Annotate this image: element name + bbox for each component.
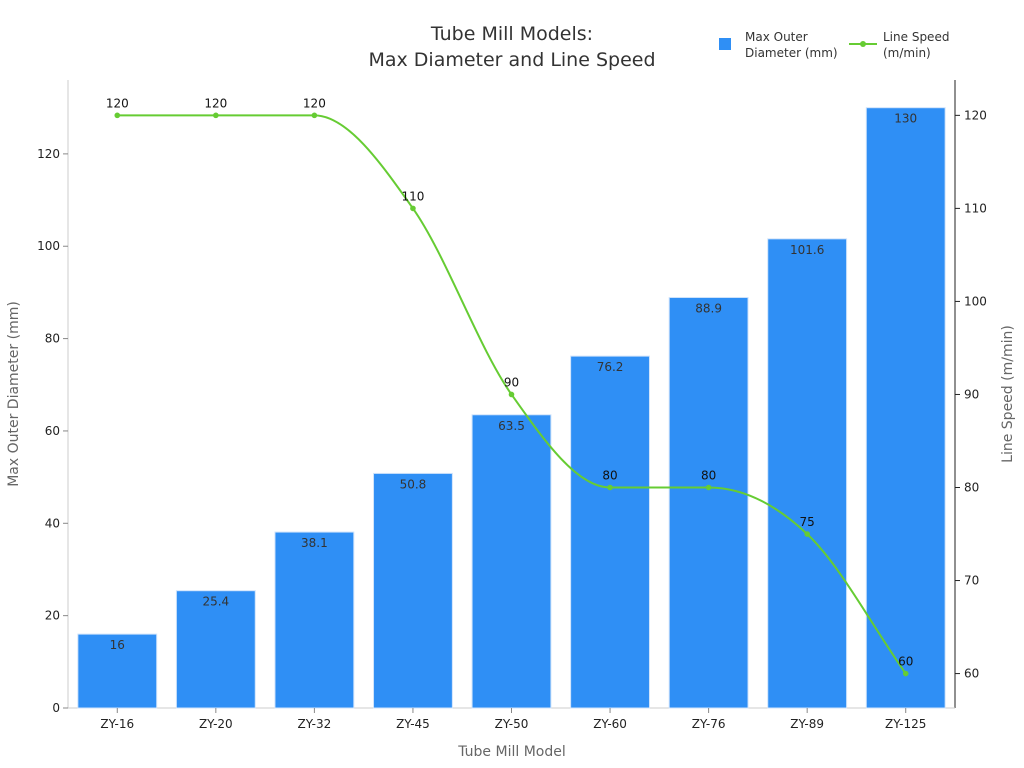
left-tick-label: 40 (45, 516, 60, 530)
bar (175, 590, 256, 709)
right-tick-label: 70 (964, 574, 979, 588)
x-tick-label: ZY-89 (790, 717, 824, 731)
bar-value-label: 130 (894, 112, 917, 126)
x-tick-label: ZY-16 (100, 717, 134, 731)
legend: Max Outer Diameter (mm) Line Speed (m/mi… (719, 30, 949, 60)
line-point (705, 484, 712, 491)
legend-label-line-line-2: (m/min) (883, 46, 931, 60)
x-tick-label: ZY-50 (495, 717, 529, 731)
left-tick-label: 80 (45, 332, 60, 346)
right-tick-label: 60 (964, 667, 979, 681)
bar-value-label: 88.9 (695, 301, 722, 315)
bar (274, 531, 355, 709)
bar-value-label: 50.8 (400, 477, 427, 491)
x-axis-title: Tube Mill Model (457, 744, 565, 760)
line-point (213, 112, 219, 119)
legend-label-bar-line-1: Max Outer (745, 30, 808, 44)
line-value-label: 90 (504, 375, 519, 389)
line-point (114, 112, 121, 119)
left-tick-label: 20 (45, 609, 60, 623)
left-axis-title: Max Outer Diameter (mm) (6, 301, 22, 487)
left-tick-label: 60 (45, 424, 60, 438)
right-tick-label: 80 (964, 481, 979, 495)
right-tick-label: 120 (964, 108, 987, 122)
line-point (607, 484, 613, 491)
chart-title: Tube Mill Models: Max Diameter and Line … (368, 23, 655, 71)
x-tick-label: ZY-60 (593, 717, 627, 731)
line-value-label: 110 (401, 189, 424, 203)
line-point (311, 112, 318, 119)
bar-value-label: 38.1 (301, 536, 328, 550)
line-point (902, 670, 909, 677)
line-value-label: 60 (898, 655, 913, 669)
line-point (410, 205, 416, 212)
right-axis-title: Line Speed (m/min) (1000, 325, 1016, 463)
bar-value-label: 16 (110, 638, 125, 652)
x-tick-label: ZY-125 (885, 717, 926, 731)
x-tick-label: ZY-45 (396, 717, 430, 731)
line-value-label: 75 (800, 515, 815, 529)
right-tick-label: 110 (964, 201, 987, 215)
bar-value-label: 76.2 (597, 360, 624, 374)
bar-value-label: 25.4 (202, 595, 229, 609)
line-point (508, 391, 515, 398)
bar (77, 633, 158, 709)
bar (471, 414, 552, 709)
x-tick-label: ZY-76 (692, 717, 726, 731)
right-tick-label: 100 (964, 294, 987, 308)
bar-series: 16 25.4 38.1 50.8 63.5 76.2 88.9 101.6 130 (77, 107, 946, 709)
legend-label-bar-line-2: Diameter (mm) (745, 46, 838, 60)
line-value-label: 120 (303, 96, 326, 110)
line-series: 120 120 120 110 90 80 80 75 60 (106, 96, 913, 677)
chart-title-line-1: Tube Mill Models: (430, 23, 593, 45)
bar (570, 355, 650, 709)
legend-marker-bar (719, 38, 731, 50)
x-tick-label: ZY-32 (298, 717, 332, 731)
chart-title-line-2: Max Diameter and Line Speed (368, 49, 655, 71)
bar-value-label: 63.5 (498, 419, 525, 433)
line-value-label: 80 (701, 469, 716, 483)
left-tick-label: 100 (37, 239, 60, 253)
line-value-label: 120 (204, 96, 227, 110)
line-value-label: 80 (602, 469, 617, 483)
legend-marker-line-dot (860, 41, 866, 47)
x-tick-label: ZY-20 (199, 717, 233, 731)
left-tick-label: 120 (37, 147, 60, 161)
right-axis-ticks: 60 70 80 90 100 110 120 (955, 108, 987, 681)
legend-label-line-line-1: Line Speed (883, 30, 949, 44)
bar (865, 107, 946, 709)
bar (767, 238, 848, 709)
x-axis-ticks: ZY-16 ZY-20 ZY-32 ZY-45 ZY-50 ZY-60 ZY-76 ZY-89… (100, 708, 926, 731)
left-tick-label: 0 (52, 701, 60, 715)
left-axis-ticks: 0 20 40 60 80 100 120 (37, 147, 68, 715)
right-tick-label: 90 (964, 387, 979, 401)
bar (373, 472, 453, 709)
line-point (804, 531, 810, 537)
bar-value-label: 101.6 (790, 243, 824, 257)
line-value-label: 120 (106, 96, 129, 110)
bar (668, 296, 749, 709)
